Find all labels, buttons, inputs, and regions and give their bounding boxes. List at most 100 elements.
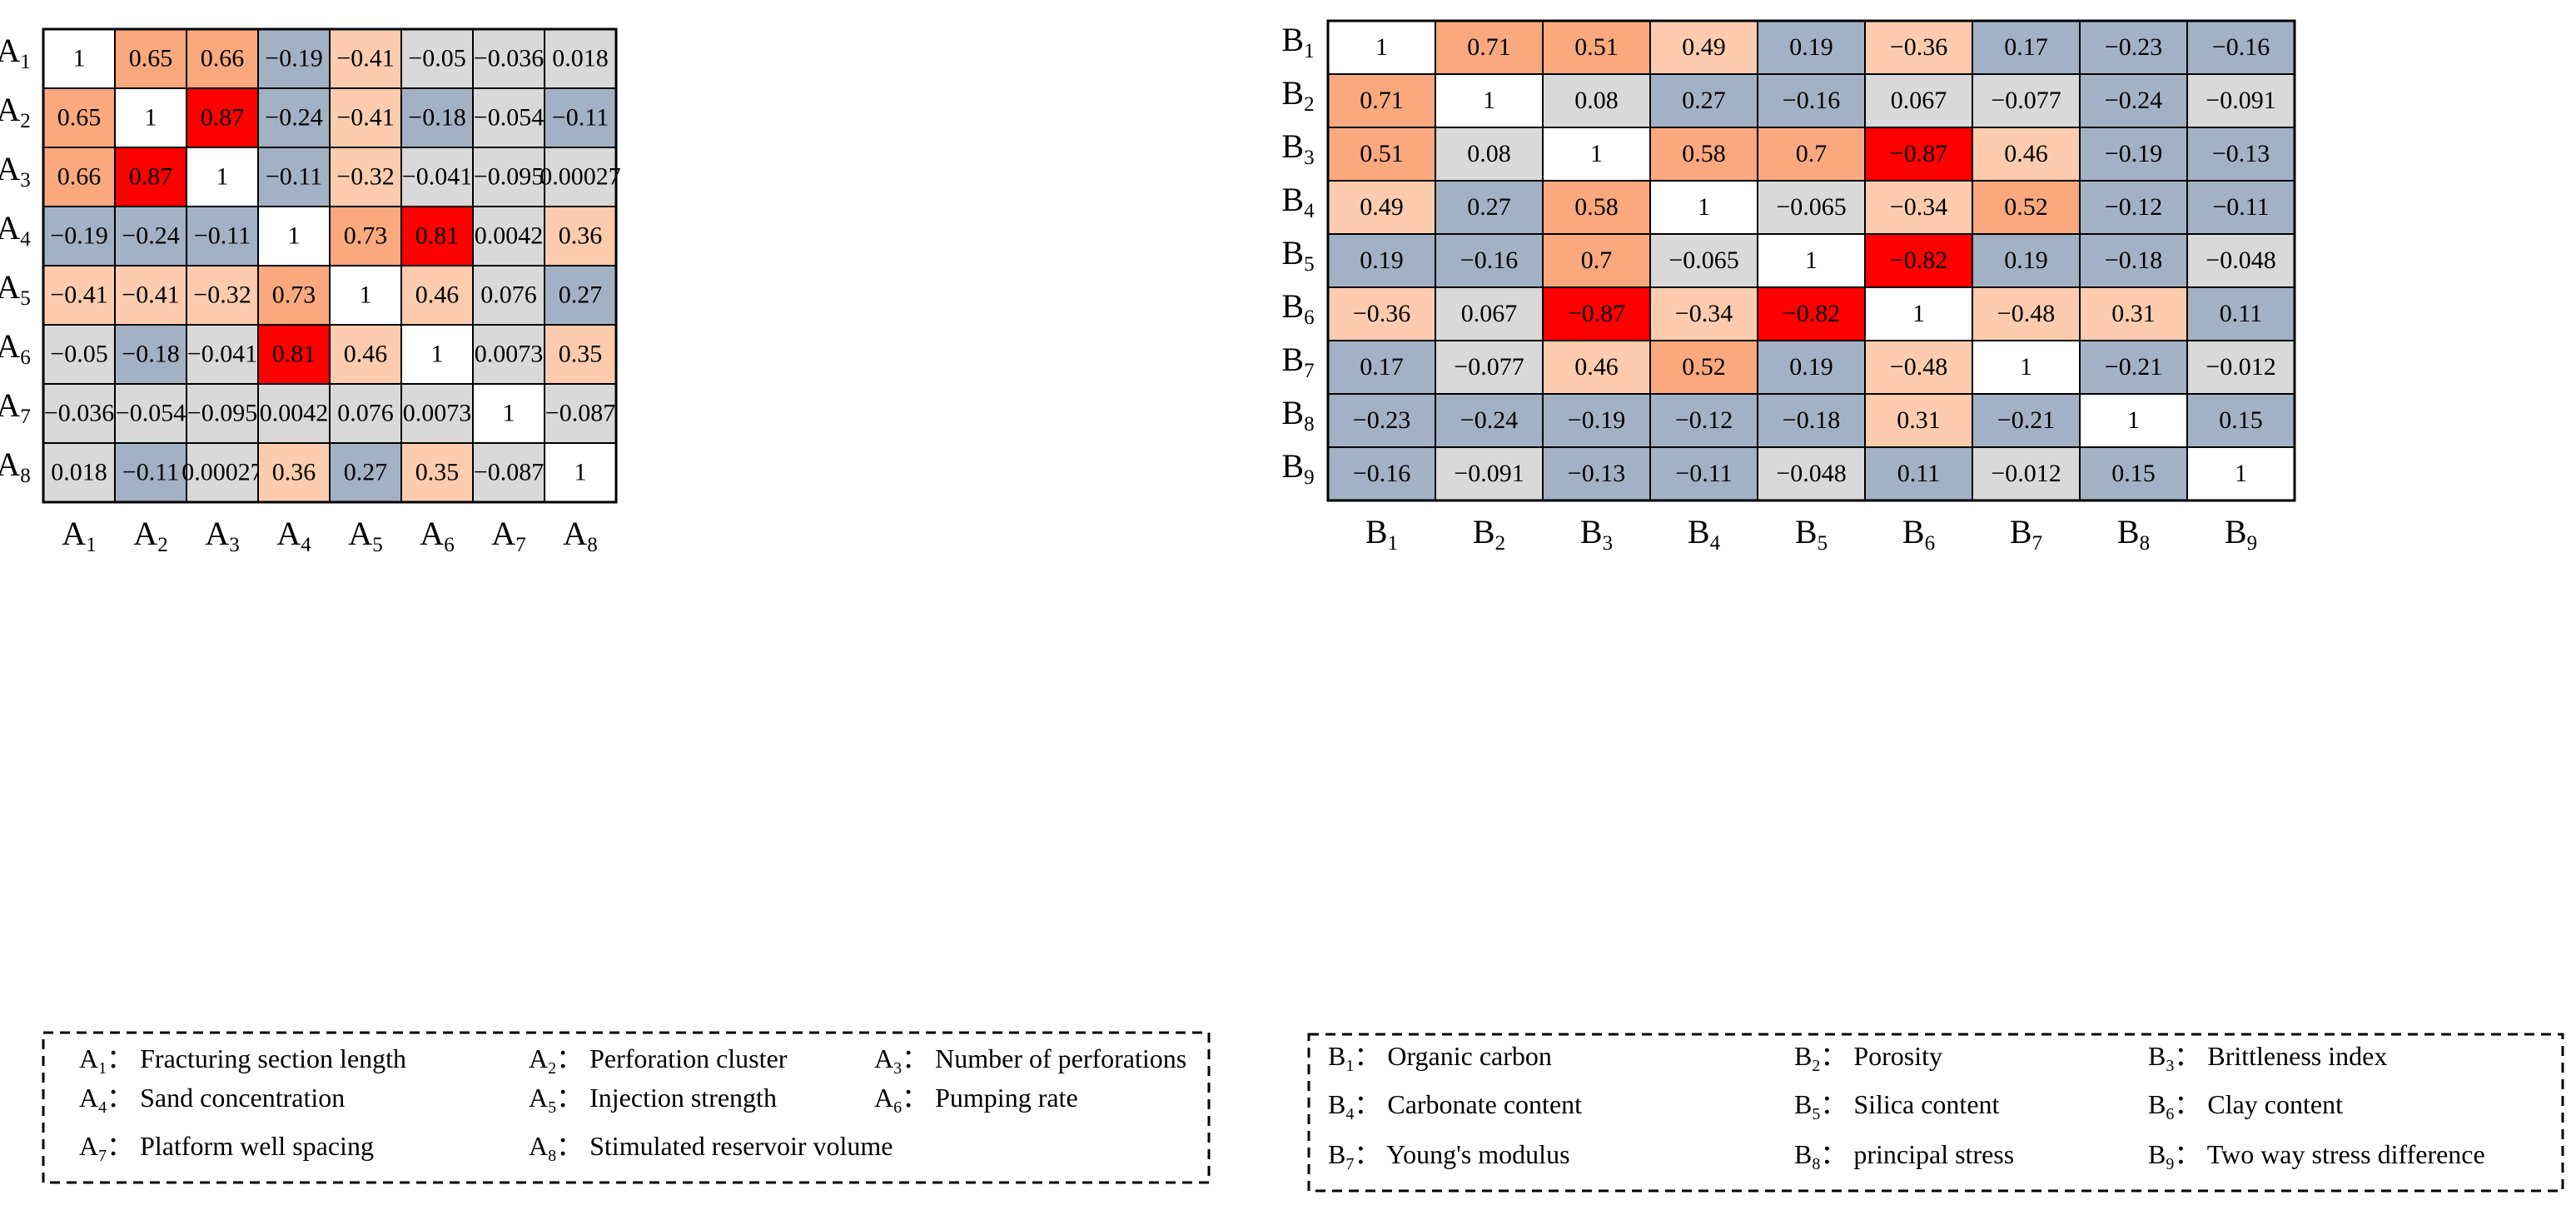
cell-value-label: −0.34: [1675, 300, 1733, 327]
row-tick-label: B9: [1281, 447, 1314, 489]
heatmap-cell: [544, 87, 617, 148]
heatmap-cell: [1972, 286, 2081, 341]
cell-value-label: −0.24: [1460, 406, 1518, 434]
cell-value-label: −0.05: [408, 44, 465, 72]
cell-value-label: 0.31: [1897, 406, 1941, 434]
cell-value-label: −0.87: [1568, 300, 1625, 327]
cell-value-label: −0.13: [1568, 460, 1625, 487]
heatmap-cell: [329, 324, 402, 385]
cell-value-label: 0.11: [2220, 300, 2262, 327]
cell-value-label: −0.16: [1783, 87, 1840, 114]
cell-value-label: −0.065: [1668, 246, 1738, 274]
cell-value-label: 1: [2127, 406, 2140, 434]
heatmap-cell: [186, 442, 259, 503]
cell-value-label: −0.82: [1890, 246, 1947, 274]
cell-value-label: 0.11: [1897, 460, 1940, 487]
column-tick-label: B4: [1688, 513, 1721, 555]
cell-value-label: −0.24: [2105, 87, 2162, 114]
heatmap-cell: [1435, 393, 1544, 448]
cell-value-label: 0.076: [480, 281, 537, 308]
row-tick-label: B7: [1281, 341, 1314, 382]
heatmap-cell: [1649, 340, 1758, 395]
heatmap-cell: [544, 383, 617, 444]
cell-value-label: −0.036: [474, 44, 544, 72]
cell-value-label: −0.41: [122, 281, 179, 308]
cell-value-label: 0.49: [1682, 33, 1726, 61]
cell-value-label: −0.11: [552, 103, 609, 131]
cell-value-label: 0.08: [1574, 87, 1619, 114]
cell-value-label: −0.054: [474, 103, 544, 131]
heatmap-cell: [114, 324, 187, 385]
cell-value-label: −0.82: [1783, 300, 1840, 327]
legend-entry: A1： Fracturing section length: [79, 1043, 406, 1077]
heatmap-cell: [400, 28, 474, 89]
cell-value-label: −0.48: [1890, 353, 1947, 381]
cell-value-label: −0.16: [1460, 246, 1518, 274]
cell-value-label: −0.41: [336, 44, 394, 72]
heatmap-cell: [1542, 180, 1651, 235]
row-tick-label: A7: [0, 386, 31, 428]
cell-value-label: 1: [288, 222, 301, 249]
column-tick-label: A2: [133, 515, 167, 556]
cell-value-label: −0.11: [266, 162, 322, 190]
heatmap-cell: [1649, 20, 1758, 75]
row-tick-label: A1: [0, 32, 31, 73]
cell-value-label: −0.21: [2105, 353, 2162, 381]
heatmap-cell: [1542, 127, 1651, 182]
cell-value-label: 0.0042: [260, 399, 329, 426]
cell-value-label: −0.11: [1675, 460, 1732, 487]
cell-value-label: 0.0073: [403, 399, 472, 426]
cell-value-label: 0.51: [1574, 33, 1619, 61]
cell-value-label: 0.018: [552, 44, 609, 72]
cell-value-label: 0.27: [559, 281, 603, 308]
heatmap-cell: [400, 147, 474, 207]
cell-value-label: 0.27: [344, 458, 388, 486]
cell-value-label: 0.66: [201, 44, 245, 72]
cell-value-label: −0.18: [1783, 406, 1840, 434]
cell-value-label: −0.091: [1454, 460, 1524, 487]
heatmap-cell: [257, 87, 331, 148]
cell-value-label: 0.36: [559, 222, 603, 249]
legend-entry: B5： Silica content: [1794, 1089, 2000, 1123]
cell-value-label: −0.048: [2206, 246, 2275, 274]
cell-value-label: 0.076: [337, 399, 394, 426]
cell-value-label: −0.041: [402, 162, 472, 190]
cell-value-label: −0.32: [193, 281, 251, 308]
row-tick-label: B8: [1281, 394, 1314, 436]
cell-value-label: 0.15: [2219, 406, 2263, 434]
cell-value-label: 0.49: [1360, 193, 1404, 221]
cell-value-label: 0.35: [415, 458, 460, 486]
cell-value-label: 0.27: [1467, 193, 1511, 221]
heatmap-cell: [472, 147, 545, 207]
heatmap-cell: [472, 324, 545, 385]
legend-entry: B9： Two way stress difference: [2148, 1139, 2485, 1173]
cell-value-label: −0.065: [1776, 193, 1846, 221]
legend-box: [1307, 1033, 2564, 1193]
heatmap-cell: [1327, 20, 1436, 75]
heatmap-cell: [1972, 233, 2081, 288]
heatmap-cell: [257, 206, 331, 266]
cell-value-label: 0.36: [272, 458, 316, 486]
cell-value-label: 0.73: [272, 281, 316, 308]
cell-value-label: 0.66: [57, 162, 102, 190]
cell-value-label: −0.18: [122, 340, 179, 367]
heatmap-border: [1326, 19, 2296, 502]
cell-value-label: −0.41: [336, 103, 394, 131]
cell-value-label: −0.13: [2212, 140, 2270, 167]
heatmap-cell: [1542, 393, 1651, 448]
cell-value-label: −0.012: [1991, 460, 2061, 487]
heatmap-cell: [472, 206, 545, 266]
heatmap-cell: [329, 147, 402, 207]
cell-value-label: −0.012: [2206, 353, 2275, 381]
heatmap-cell: [114, 383, 187, 444]
heatmap-cell: [186, 147, 259, 207]
cell-value-label: 1: [1483, 87, 1495, 114]
heatmap-cell: [1542, 20, 1651, 75]
heatmap-cell: [1435, 233, 1544, 288]
cell-value-label: −0.16: [1353, 460, 1410, 487]
cell-value-label: 1: [1590, 140, 1603, 167]
row-tick-label: B5: [1281, 234, 1314, 276]
cell-value-label: −0.048: [1776, 460, 1846, 487]
cell-value-label: 0.0042: [475, 222, 544, 249]
